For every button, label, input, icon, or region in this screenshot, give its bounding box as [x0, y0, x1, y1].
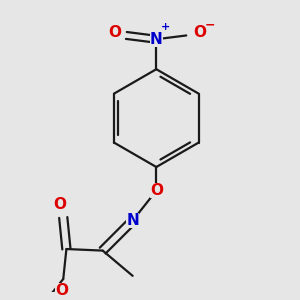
Text: O: O: [193, 26, 206, 40]
Text: N: N: [126, 213, 139, 228]
Text: O: O: [55, 284, 68, 298]
Text: +: +: [160, 22, 170, 32]
Text: −: −: [205, 19, 215, 32]
Text: N: N: [150, 32, 163, 47]
Text: O: O: [108, 26, 121, 40]
Text: O: O: [54, 197, 67, 212]
Text: O: O: [150, 183, 163, 198]
